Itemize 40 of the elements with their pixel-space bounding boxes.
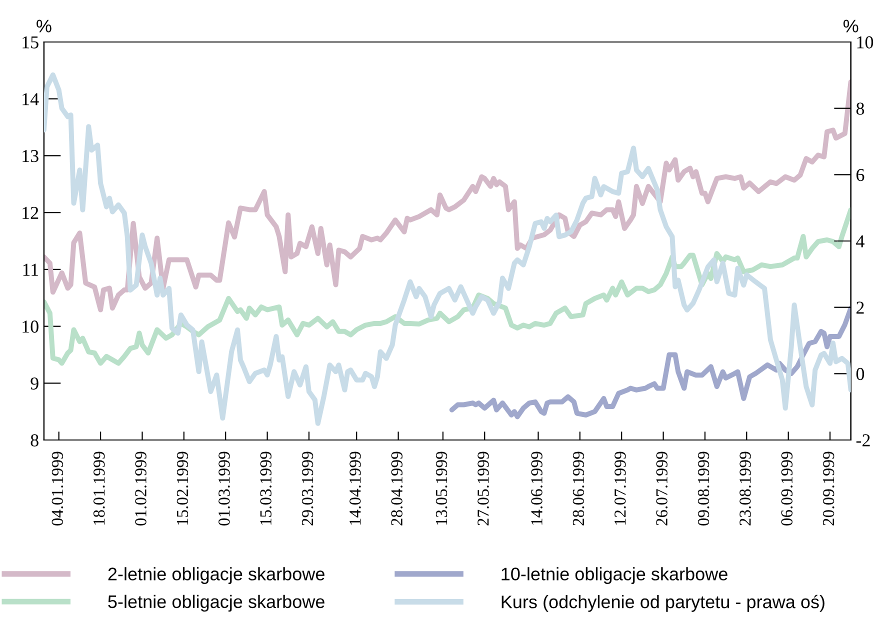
x-tick-label: 23.08.1999 (740, 452, 751, 526)
y-tick-label: 9 (30, 377, 38, 390)
x-tick-label: 15.02.1999 (176, 452, 188, 525)
x-tick-label: 18.01.1999 (93, 452, 105, 525)
y-tick-label: 11 (23, 264, 38, 276)
legend-label: 10-letnie obligacje skarbowe (502, 567, 728, 584)
legend-label: Kurs (odchylenie od parytetu - prawa oś) (502, 594, 824, 612)
y-tick-label: 12 (22, 206, 38, 219)
y2-tick-label: -2 (856, 434, 870, 446)
x-tick-label: 13.05.1999 (436, 452, 448, 525)
x-tick-label: 06.09.1999 (781, 452, 793, 526)
y-tick-label: 14 (22, 93, 39, 106)
x-tick-label: 14.04.1999 (350, 452, 361, 525)
y-tick-label: 8 (30, 434, 38, 446)
y2-tick-label: 10 (857, 36, 874, 48)
x-tick-label: 01.02.1999 (135, 452, 146, 526)
x-tick-label: 01.03.1999 (218, 452, 230, 526)
y-tick-label: 13 (22, 150, 38, 162)
x-tick-label: 09.08.1999 (698, 452, 710, 526)
legend-label: 2-letnie obligacje skarbowe (108, 567, 324, 584)
x-tick-label: 28.06.1999 (572, 452, 584, 526)
y2-tick-label: 8 (856, 102, 864, 115)
legend-label: 5-letnie obligacje skarbowe (108, 594, 324, 612)
x-tick-label: 04.01.1999 (52, 452, 64, 526)
x-tick-label: 14.06.1999 (531, 452, 542, 525)
x-tick-label: 15.03.1999 (260, 452, 272, 525)
x-tick-label: 29.03.1999 (302, 452, 314, 526)
y-tick-label: 15 (22, 36, 38, 48)
y-tick-label: 10 (22, 320, 38, 333)
x-tick-label: 12.07.1999 (614, 452, 626, 525)
y2-tick-label: 6 (856, 168, 864, 182)
y2-tick-label: 4 (856, 235, 864, 248)
x-tick-label: 28.04.1999 (391, 452, 403, 526)
y-axis-title: % (36, 20, 52, 32)
x-tick-label: 27.05.1999 (478, 452, 489, 526)
y2-tick-label: 0 (856, 368, 864, 380)
x-tick-label: 26.07.1999 (656, 452, 668, 526)
x-tick-label: 20.09.1999 (822, 452, 834, 526)
y2-axis-title: % (843, 20, 858, 32)
y2-tick-label: 2 (856, 302, 864, 314)
